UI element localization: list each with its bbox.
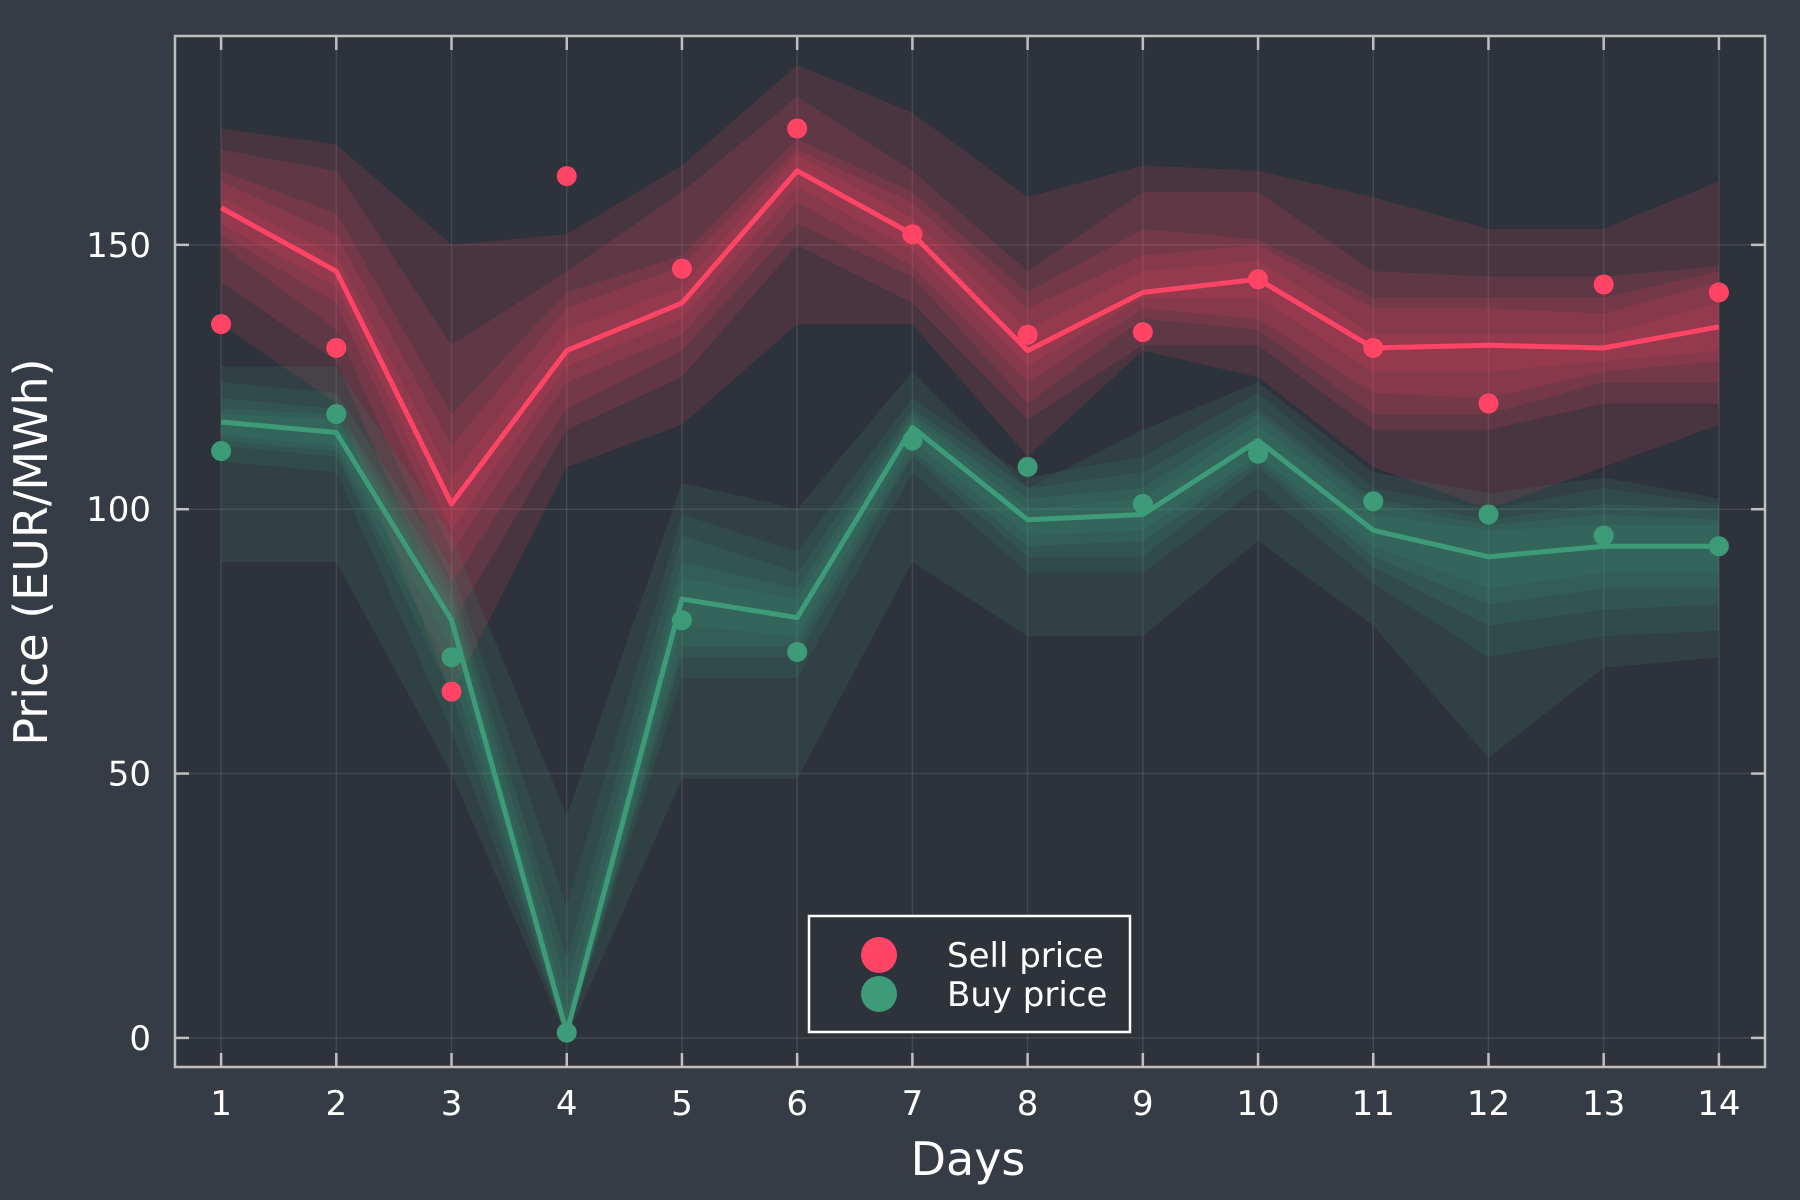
buy-price-band: [221, 382, 1719, 1038]
x-tick-label: 12: [1467, 1084, 1510, 1124]
x-tick-label: 14: [1697, 1084, 1740, 1124]
x-tick-label: 9: [1132, 1084, 1154, 1124]
sell-price-point: [1593, 274, 1614, 295]
buy-price-point: [326, 404, 347, 425]
sell-price-point: [787, 118, 808, 139]
sell-price-point: [1363, 337, 1384, 358]
buy-price-point: [556, 1022, 577, 1043]
sell-price-point: [1132, 322, 1153, 343]
x-axis-title: Days: [911, 1132, 1026, 1186]
x-tick-label: 2: [325, 1084, 347, 1124]
buy-price-band: [221, 366, 1719, 1038]
buy-price-point: [1708, 536, 1729, 557]
buy-price-line: [220, 419, 1719, 1036]
buy-price-band: [221, 408, 1719, 1038]
x-tick-label: 3: [441, 1084, 463, 1124]
legend-box: [807, 914, 1132, 1034]
buy-price-point: [671, 610, 692, 631]
y-axis-title: Price (EUR/MWh): [4, 358, 58, 745]
plot-frame: [173, 34, 1767, 1069]
sell-price-band: [221, 139, 1719, 584]
buy-price-point: [1017, 456, 1038, 477]
x-tick-label: 5: [671, 1084, 693, 1124]
legend-marker-buy: [861, 976, 897, 1012]
buy-price-point: [1363, 491, 1384, 512]
axis-ticks: [175, 36, 1765, 1067]
sell-price-band: [221, 149, 1719, 552]
sell-price-point: [211, 314, 232, 335]
buy-price-point: [902, 430, 923, 451]
sell-price-point: [902, 224, 923, 245]
x-tick-label: 6: [786, 1084, 808, 1124]
sell-price-band: [221, 96, 1719, 626]
grid: [175, 36, 1765, 1067]
x-tick-label: 13: [1582, 1084, 1625, 1124]
x-tick-label: 11: [1352, 1084, 1395, 1124]
y-tick-label: 150: [86, 226, 151, 266]
sell-price-point: [1248, 269, 1269, 290]
buy-price-point: [211, 441, 232, 462]
series-points: [211, 118, 1729, 1043]
x-tick-label: 4: [556, 1084, 578, 1124]
sell-price-point: [326, 337, 347, 358]
y-tick-label: 50: [108, 755, 151, 795]
sell-price-point: [441, 681, 462, 702]
plot-area: [175, 36, 1765, 1067]
legend-label-sell: Sell price: [947, 936, 1104, 976]
buy-price-band: [221, 414, 1719, 1038]
y-tick-label: 0: [129, 1019, 151, 1059]
legend: Sell price Buy price: [807, 914, 1132, 1034]
buy-price-point: [1248, 443, 1269, 464]
sell-price-band: [221, 154, 1719, 531]
sell-price-point: [671, 258, 692, 279]
sell-price-point: [556, 166, 577, 187]
legend-marker-sell: [861, 937, 897, 973]
confidence-bands: [221, 65, 1719, 1038]
legend-label-buy: Buy price: [947, 975, 1107, 1015]
sell-price-band: [221, 65, 1719, 695]
x-tick-label: 8: [1017, 1084, 1039, 1124]
buy-price-point: [787, 641, 808, 662]
sell-price-line: [219, 168, 1720, 507]
buy-price-point: [1132, 493, 1153, 514]
series-lines: [219, 168, 1720, 1036]
sell-price-point: [1478, 393, 1499, 414]
x-tick-label: 7: [902, 1084, 924, 1124]
buy-price-band: [221, 398, 1719, 1038]
buy-price-point: [1593, 525, 1614, 546]
sell-price-point: [1017, 324, 1038, 345]
x-tick-label: 10: [1236, 1084, 1279, 1124]
x-tick-label: 1: [210, 1084, 232, 1124]
y-tick-label: 100: [86, 490, 151, 530]
buy-price-point: [1478, 504, 1499, 525]
sell-price-point: [1708, 282, 1729, 303]
buy-price-point: [441, 647, 462, 668]
